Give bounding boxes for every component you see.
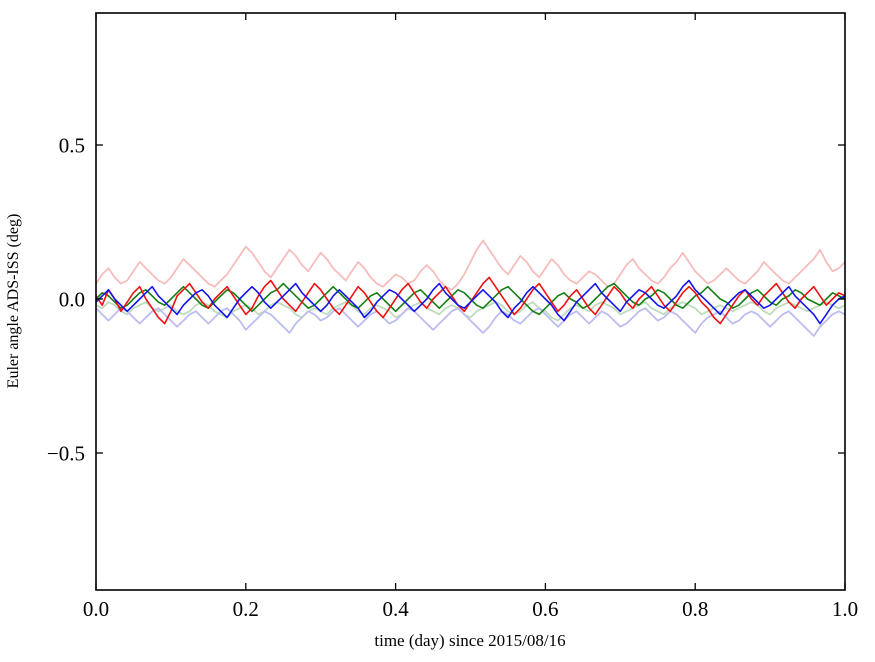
series-line-blue <box>95 279 846 325</box>
x-tick-label: 0.8 <box>682 597 708 621</box>
series-line-pale-green-raw <box>95 301 846 322</box>
tick-labels: 0.0 0.2 0.4 0.6 0.8 1.0 −0.5 0.0 0.5 <box>47 133 858 621</box>
x-tick-label: 0.4 <box>382 597 409 621</box>
x-axis-label: time (day) since 2015/08/16 <box>374 631 566 650</box>
x-tick-label: 0.2 <box>233 597 259 621</box>
y-tick-label: 0.0 <box>59 287 85 311</box>
x-tick-label: 1.0 <box>832 597 858 621</box>
series-line-pale-blue-raw <box>95 307 846 337</box>
y-tick-label: 0.5 <box>59 133 85 157</box>
x-tick-label: 0.6 <box>532 597 558 621</box>
x-tick-label: 0.0 <box>83 597 109 621</box>
series-lines <box>95 239 846 337</box>
series-line-pale-red-raw <box>95 239 846 291</box>
y-axis-label: Euler angle ADS-ISS (deg) <box>5 213 22 389</box>
tick-marks <box>95 13 846 590</box>
series-line-green <box>95 282 846 316</box>
y-tick-label: −0.5 <box>47 441 85 465</box>
axes-frame <box>95 12 846 591</box>
